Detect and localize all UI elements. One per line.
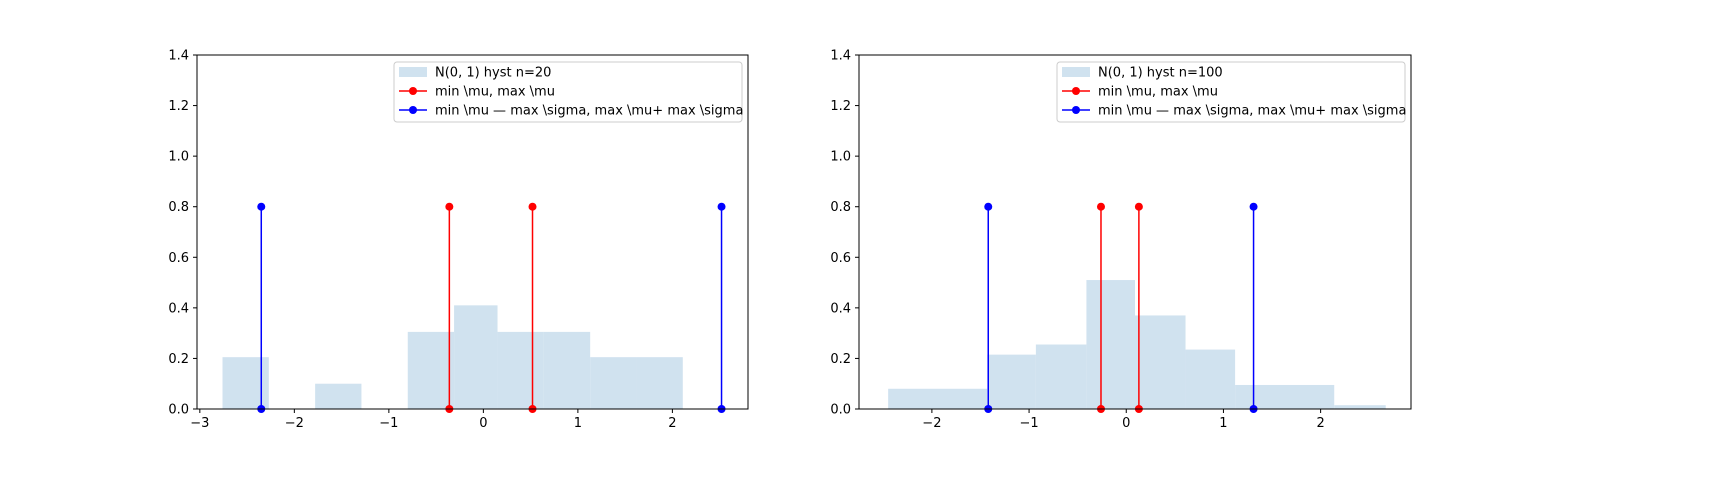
y-tick-label-6: 1.2	[830, 99, 851, 114]
hist-bar-2	[315, 383, 362, 409]
hist-bar-8	[590, 357, 637, 409]
y-tick-label-6: 1.2	[168, 99, 189, 114]
y-tick-label-7: 1.4	[168, 49, 189, 64]
x-tick-label-1: −1	[1019, 416, 1038, 431]
stem-top-point-1-1	[717, 202, 726, 211]
hist-bar-6	[497, 331, 544, 409]
y-tick-label-3: 0.6	[168, 251, 189, 266]
y-tick-label-2: 0.4	[168, 301, 189, 316]
x-tick-label-5: 2	[668, 416, 676, 431]
plot-frame	[196, 54, 749, 410]
stem-top-point-1-0	[984, 202, 993, 211]
y-tick-label-0: 0.0	[830, 403, 851, 418]
legend-frame	[1056, 61, 1406, 123]
x-tick-label-3: 0	[479, 416, 487, 431]
legend-hist-swatch	[1062, 67, 1090, 77]
legend-stem-marker-1	[1072, 106, 1080, 114]
x-tick-label-0: −2	[922, 416, 941, 431]
hist-bar-4	[407, 331, 455, 409]
x-tick-label-4: 1	[574, 416, 582, 431]
legend-stem-marker-0	[409, 87, 417, 95]
stem-top-point-0-0	[445, 202, 454, 211]
legend-stem-marker-1	[409, 106, 417, 114]
hist-bar-7	[543, 331, 591, 409]
y-tick-label-0: 0.0	[168, 403, 189, 418]
y-tick-label-5: 1.0	[830, 150, 851, 165]
hist-bar-5	[1185, 349, 1236, 409]
y-tick-label-7: 1.4	[830, 49, 851, 64]
legend: N(0, 1) hyst n=100 min \mu, max \mu min \m…	[1056, 61, 1406, 123]
y-tick-label-2: 0.4	[830, 301, 851, 316]
x-tick-label-2: −1	[379, 416, 398, 431]
x-tick-label-4: 2	[1316, 416, 1324, 431]
legend-stem-label-1: min \mu — max \sigma, max \mu+ max \sigm…	[435, 104, 743, 119]
stem-top-point-0-0	[1096, 202, 1105, 211]
hist-bar-1	[987, 354, 1036, 409]
left-chart: −3 −2 −1 0 1 2 0.0 0.2 0.4 0.6 0.8 1.0 1.2 1.4 N(0, 1)…	[168, 49, 749, 431]
y-tick-label-1: 0.2	[168, 352, 189, 367]
x-tick-label-3: 1	[1219, 416, 1227, 431]
stem-top-point-1-1	[1249, 202, 1258, 211]
x-tick-label-1: −2	[285, 416, 304, 431]
hist-bar-2	[1035, 344, 1087, 409]
stem-top-point-0-1	[1134, 202, 1143, 211]
legend-stem-label-0: min \mu, max \mu	[435, 85, 555, 100]
legend-stem-label-1: min \mu — max \sigma, max \mu+ max \sigm…	[1098, 104, 1406, 119]
right-chart: −2 −1 0 1 2 0.0 0.2 0.4 0.6 0.8 1.0 1.2 1.4 N(0, 1) h…	[830, 49, 1412, 431]
hist-bar-7	[1334, 405, 1386, 409]
hist-bar-6	[1235, 384, 1335, 409]
hist-bar-4	[1135, 315, 1186, 409]
y-tick-label-1: 0.2	[830, 352, 851, 367]
y-tick-label-4: 0.8	[830, 200, 851, 215]
hist-bar-9	[636, 357, 683, 409]
plot-frame	[858, 54, 1412, 410]
legend: N(0, 1) hyst n=20 min \mu, max \mu min \mu…	[393, 61, 743, 123]
legend-hist-swatch	[399, 67, 427, 77]
legend-frame	[393, 61, 743, 123]
y-tick-label-4: 0.8	[168, 200, 189, 215]
legend-hist-label: N(0, 1) hyst n=100	[1098, 66, 1223, 81]
legend-stem-label-0: min \mu, max \mu	[1098, 85, 1218, 100]
x-tick-label-2: 0	[1122, 416, 1130, 431]
stem-top-point-1-0	[257, 202, 266, 211]
y-tick-label-3: 0.6	[830, 251, 851, 266]
hist-bar-3	[1086, 280, 1135, 409]
legend-hist-label: N(0, 1) hyst n=20	[435, 66, 551, 81]
legend-stem-marker-0	[1072, 87, 1080, 95]
y-tick-label-5: 1.0	[168, 150, 189, 165]
stem-top-point-0-1	[528, 202, 537, 211]
x-tick-label-0: −3	[190, 416, 209, 431]
hist-bar-5	[454, 305, 498, 409]
hist-bar-0	[888, 388, 988, 409]
